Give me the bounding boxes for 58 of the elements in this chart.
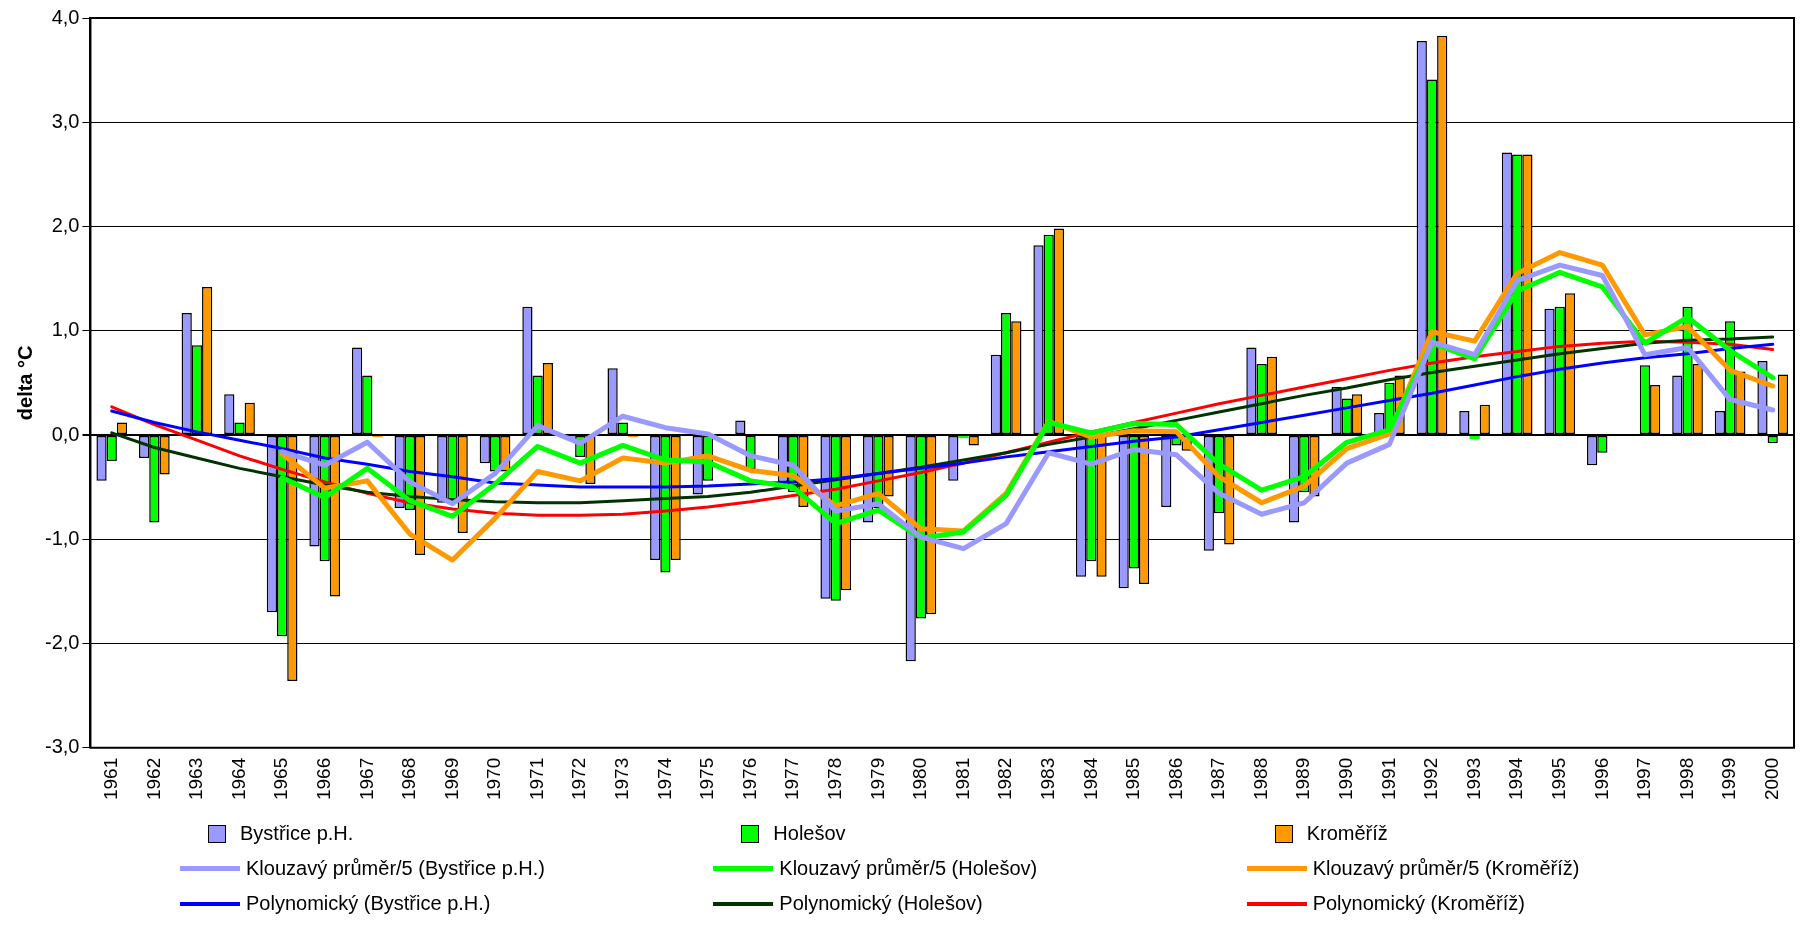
x-tick-label: 1975 <box>696 757 718 801</box>
y-tick-label: 0,0 <box>51 422 80 445</box>
legend-label: Klouzavý průměr/5 (Bystřice p.H.) <box>246 857 545 880</box>
x-tick-label: 1971 <box>525 757 547 801</box>
x-tick-label: 1985 <box>1122 757 1144 801</box>
x-tick-label: 1969 <box>440 757 462 801</box>
x-tick-label: 1997 <box>1633 757 1655 801</box>
x-tick-label: 1991 <box>1377 757 1399 801</box>
legend-label: Polynomický (Holešov) <box>779 892 983 915</box>
x-tick-label: 1987 <box>1207 757 1229 801</box>
y-tick-label: 3,0 <box>51 109 80 132</box>
x-tick-label: 1978 <box>823 757 845 801</box>
x-tick-label: 1995 <box>1548 757 1569 801</box>
x-tick-label: 1986 <box>1164 757 1186 801</box>
x-tick-label: 1961 <box>99 757 121 801</box>
x-tick-label: 1972 <box>568 757 590 801</box>
x-tick-label: 1988 <box>1249 757 1271 801</box>
x-tick-label: 1968 <box>398 757 420 801</box>
x-tick-label: 1992 <box>1420 757 1442 801</box>
legend-label: Polynomický (Bystřice p.H.) <box>246 892 491 915</box>
x-tick-label: 1977 <box>781 757 803 801</box>
x-tick-label: 1966 <box>312 757 334 801</box>
x-tick-label: 1982 <box>994 757 1016 801</box>
x-tick-label: 1962 <box>142 757 164 801</box>
y-axis-title: delta °C <box>13 345 36 421</box>
x-tick-label: 2000 <box>1760 757 1782 801</box>
y-tick-label: 1,0 <box>51 318 80 341</box>
x-tick-label: 1990 <box>1335 757 1357 801</box>
x-tick-label: 1964 <box>227 757 249 801</box>
x-tick-label: 1983 <box>1036 757 1058 801</box>
legend-label: Kroměříž <box>1306 822 1388 845</box>
legend-label: Klouzavý průměr/5 (Kroměříž) <box>1312 857 1580 880</box>
x-tick-label: 1994 <box>1505 757 1527 801</box>
y-tick-label: -1,0 <box>44 526 80 549</box>
x-tick-label: 1980 <box>909 757 931 801</box>
x-tick-label: 1998 <box>1675 757 1697 801</box>
y-tick-label: -3,0 <box>44 735 80 758</box>
x-tick-label: 1999 <box>1718 757 1740 801</box>
x-tick-label: 1974 <box>653 757 675 801</box>
x-tick-label: 1973 <box>611 757 633 801</box>
y-tick-label: 4,0 <box>51 5 80 28</box>
x-tick-label: 1963 <box>185 757 207 801</box>
legend-label: Holešov <box>773 822 846 845</box>
legend-label: Polynomický (Kroměříž) <box>1312 892 1525 915</box>
legend-label: Klouzavý průměr/5 (Holešov) <box>779 857 1038 880</box>
x-tick-label: 1967 <box>355 757 377 801</box>
x-tick-label: 1989 <box>1292 757 1314 801</box>
x-tick-label: 1979 <box>866 757 888 801</box>
y-tick-label: 2,0 <box>51 214 80 237</box>
x-tick-label: 1981 <box>951 757 973 801</box>
x-tick-label: 1984 <box>1079 757 1101 801</box>
y-tick-label: -2,0 <box>44 631 80 653</box>
x-tick-label: 1970 <box>483 757 505 801</box>
x-tick-label: 1996 <box>1590 757 1612 801</box>
x-tick-label: 1976 <box>738 757 760 801</box>
x-tick-label: 1993 <box>1462 757 1484 801</box>
legend-label: Bystřice p.H. <box>240 822 354 845</box>
x-tick-label: 1965 <box>270 757 292 801</box>
